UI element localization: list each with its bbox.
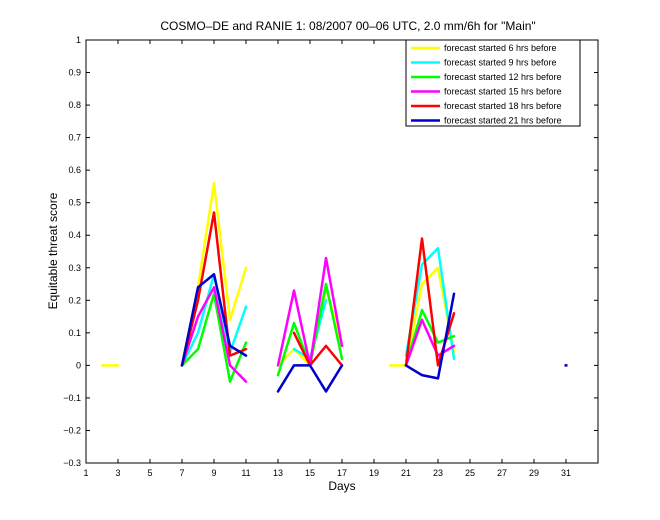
x-tick-label: 5: [147, 468, 152, 478]
series-segment: [180, 273, 248, 367]
legend-entry-label: forecast started 21 hrs before: [444, 116, 562, 126]
x-tick-label: 13: [273, 468, 283, 478]
x-axis: 1 3 5 7 9 11 13 15 17 19 21 23 25 27 29 31: [83, 40, 571, 478]
y-tick-label: 0.4: [68, 230, 81, 240]
legend: forecast started 6 hrs before forecast st…: [405, 39, 581, 127]
x-tick-label: 9: [211, 468, 216, 478]
legend-box: [405, 39, 581, 127]
series-segment: [180, 286, 248, 383]
series-6-line: [180, 273, 568, 393]
y-tick-label: 0.2: [68, 295, 81, 305]
x-axis-label: Days: [328, 479, 355, 493]
y-tick-label: −0.1: [63, 393, 81, 403]
y-tick-label: 1: [76, 35, 81, 45]
y-tick-label: 0.3: [68, 263, 81, 273]
x-tick-label: 11: [241, 468, 250, 478]
y-tick-label: 0.8: [68, 100, 81, 110]
legend-entry-label: forecast started 15 hrs before: [444, 87, 562, 97]
y-axis: −0.3 −0.2 −0.1 0 0.1 0.2 0.3 0.4 0.5 0.6 0.7 0.8 0.9…: [63, 35, 598, 468]
y-tick-label: 0.1: [68, 328, 81, 338]
y-tick-label: 0.5: [68, 198, 81, 208]
legend-entry-label: forecast started 18 hrs before: [444, 101, 562, 111]
x-tick-label: 19: [369, 468, 379, 478]
y-tick-label: −0.3: [63, 458, 81, 468]
series-segment: [180, 292, 248, 383]
series-segment: [180, 211, 248, 367]
y-tick-label: −0.2: [63, 425, 81, 435]
y-axis-label: Equitable threat score: [46, 192, 60, 309]
x-tick-label: 3: [115, 468, 120, 478]
y-tick-label: 0.9: [68, 68, 81, 78]
series-segment: [276, 364, 344, 393]
x-tick-label: 21: [401, 468, 411, 478]
x-tick-label: 25: [465, 468, 475, 478]
series-layer: [100, 181, 568, 393]
series-segment: [292, 331, 344, 367]
series-segment: [404, 318, 456, 367]
y-tick-label: 0: [76, 360, 81, 370]
series-segment: [404, 292, 456, 380]
y-tick-label: 0.7: [68, 133, 81, 143]
x-tick-label: 29: [529, 468, 539, 478]
x-tick-label: 31: [561, 468, 571, 478]
x-tick-label: 17: [337, 468, 347, 478]
legend-entry-label: forecast started 9 hrs before: [444, 58, 557, 68]
x-tick-label: 1: [83, 468, 88, 478]
x-tick-label: 27: [497, 468, 507, 478]
legend-entry-label: forecast started 12 hrs before: [444, 72, 562, 82]
y-tick-label: 0.6: [68, 165, 81, 175]
series-segment: [388, 266, 456, 367]
x-tick-label: 23: [433, 468, 443, 478]
chart-title: COSMO–DE and RANIE 1: 08/2007 00–06 UTC,…: [160, 19, 535, 33]
legend-entry-label: forecast started 6 hrs before: [444, 43, 557, 53]
x-tick-label: 15: [305, 468, 315, 478]
x-tick-label: 7: [179, 468, 184, 478]
